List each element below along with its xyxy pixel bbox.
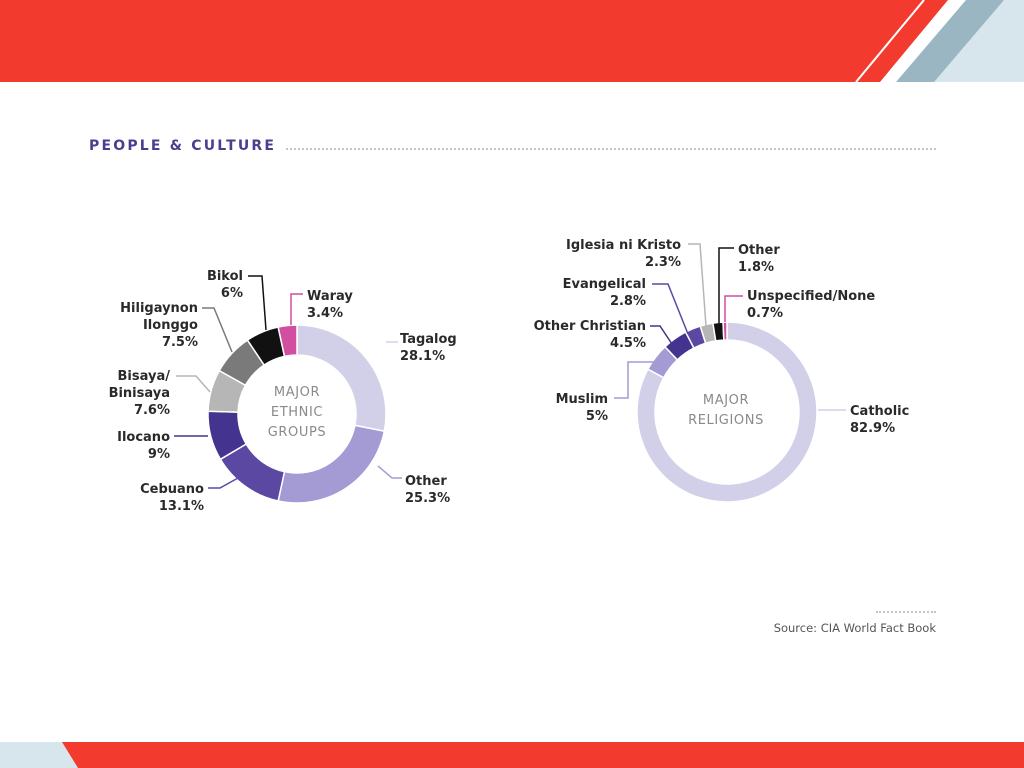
slice-name: Iglesia ni Kristo bbox=[566, 238, 681, 253]
banner-thin-line bbox=[855, 0, 925, 82]
slice-name: Other bbox=[738, 243, 780, 258]
leader-hiligaynon bbox=[202, 307, 233, 353]
bottom-pale bbox=[0, 742, 80, 768]
slice-label-waray: Waray 3.4% bbox=[307, 288, 353, 322]
slice-name: Evangelical bbox=[562, 277, 646, 292]
slice-name: Other Christian bbox=[533, 319, 646, 334]
title-divider bbox=[286, 148, 936, 150]
ethnic-center-label: MAJOR ETHNIC GROUPS bbox=[247, 383, 347, 443]
center-line: RELIGIONS bbox=[688, 413, 764, 428]
slice-value: 9% bbox=[147, 447, 170, 462]
slice-value: 28.1% bbox=[400, 349, 446, 364]
center-line: ETHNIC bbox=[270, 405, 324, 420]
slice-value: 2.3% bbox=[644, 255, 681, 270]
slice-value: 3.4% bbox=[307, 306, 344, 321]
slice-value: 0.7% bbox=[747, 306, 784, 321]
leader-other-christian bbox=[650, 325, 673, 345]
bottom-red bbox=[62, 742, 1024, 768]
slice-label-bikol: Bikol 6% bbox=[193, 268, 243, 302]
leader-other-ethnic bbox=[377, 465, 402, 479]
slice-name: Ilonggo bbox=[142, 318, 198, 333]
slice-catholic bbox=[636, 321, 818, 503]
banner-pale-stripe bbox=[934, 0, 1024, 82]
slice-name: Binisaya bbox=[108, 386, 170, 401]
leader-lines bbox=[174, 243, 846, 489]
slice-label-other-christian: Other Christian 4.5% bbox=[506, 318, 646, 352]
leader-evangelical bbox=[652, 283, 689, 335]
slice-value: 2.8% bbox=[609, 294, 646, 309]
slice-label-evangelical: Evangelical 2.8% bbox=[536, 276, 646, 310]
slice-name: Other bbox=[405, 474, 447, 489]
slice-label-catholic: Catholic 82.9% bbox=[850, 403, 909, 437]
slice-name: Muslim bbox=[555, 392, 608, 407]
slice-label-unspecified: Unspecified/None 0.7% bbox=[747, 288, 875, 322]
slice-name: Catholic bbox=[850, 404, 910, 419]
slice-value: 4.5% bbox=[609, 336, 646, 351]
slice-other bbox=[712, 321, 725, 342]
slice-value: 25.3% bbox=[405, 491, 451, 506]
slice-label-bisaya: Bisaya/ Binisaya 7.6% bbox=[100, 368, 170, 419]
source-divider bbox=[876, 611, 936, 613]
slice-label-hiligaynon: Hiligaynon Ilonggo 7.5% bbox=[108, 300, 198, 351]
slice-label-iglesia: Iglesia ni Kristo 2.3% bbox=[540, 237, 681, 271]
slice-name: Waray bbox=[307, 289, 353, 304]
slice-value: 5% bbox=[585, 409, 608, 424]
slice-name: Hiligaynon bbox=[120, 301, 198, 316]
leader-bisaya bbox=[176, 375, 211, 393]
leader-other-religion bbox=[718, 247, 734, 324]
slice-label-other-religion: Other 1.8% bbox=[738, 242, 780, 276]
slice-value: 7.6% bbox=[133, 403, 170, 418]
leader-muslim bbox=[614, 361, 657, 399]
slice-value: 13.1% bbox=[158, 499, 204, 514]
top-banner bbox=[0, 0, 1024, 82]
banner-red bbox=[0, 0, 1024, 82]
leader-unspecified bbox=[724, 295, 743, 322]
slice-name: Tagalog bbox=[400, 332, 457, 347]
religions-center-label: MAJOR RELIGIONS bbox=[671, 391, 781, 431]
bottom-banner bbox=[0, 742, 1024, 768]
slice-value: 82.9% bbox=[850, 421, 896, 436]
ethnic-groups-donut bbox=[207, 324, 387, 504]
slice-name: Bikol bbox=[206, 269, 243, 284]
slice-unspecified bbox=[722, 321, 728, 341]
religions-donut bbox=[636, 321, 818, 503]
slice-label-ilocano: Ilocano 9% bbox=[100, 429, 170, 463]
slice-value: 6% bbox=[220, 286, 243, 301]
slice-value: 7.5% bbox=[161, 335, 198, 350]
slice-name: Cebuano bbox=[140, 482, 204, 497]
slice-waray bbox=[277, 324, 298, 358]
slice-name: Unspecified/None bbox=[747, 289, 876, 304]
center-line: GROUPS bbox=[267, 425, 327, 440]
leader-waray bbox=[290, 293, 303, 325]
slice-label-tagalog: Tagalog 28.1% bbox=[400, 331, 457, 365]
slice-value: 1.8% bbox=[738, 260, 775, 275]
slice-label-other-ethnic: Other 25.3% bbox=[405, 473, 450, 507]
slice-name: Ilocano bbox=[117, 430, 170, 445]
center-line: MAJOR bbox=[702, 393, 750, 408]
leader-bikol bbox=[248, 275, 267, 331]
leader-iglesia bbox=[688, 243, 707, 327]
slice-label-cebuano: Cebuano 13.1% bbox=[134, 481, 204, 515]
source-note: Source: CIA World Fact Book bbox=[773, 621, 936, 635]
slice-name: Bisaya/ bbox=[117, 369, 170, 384]
slice-label-muslim: Muslim 5% bbox=[538, 391, 608, 425]
center-line: MAJOR bbox=[273, 385, 321, 400]
section-title: PEOPLE & CULTURE bbox=[89, 138, 277, 154]
leader-cebuano bbox=[208, 477, 239, 489]
